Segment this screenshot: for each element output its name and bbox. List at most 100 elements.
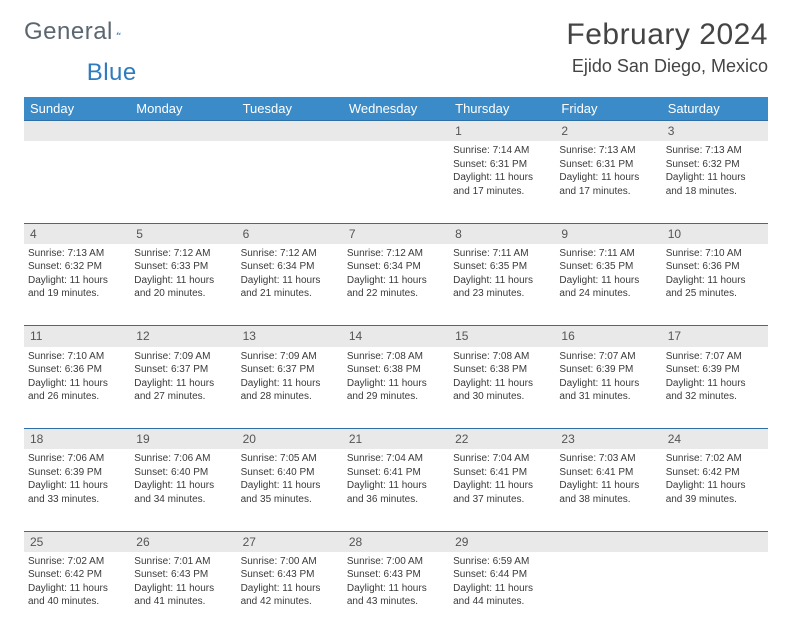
sunset-text: Sunset: 6:35 PM xyxy=(453,260,551,274)
day-header: Saturday xyxy=(662,97,768,121)
sunset-text: Sunset: 6:37 PM xyxy=(134,363,232,377)
daylight-text: Daylight: 11 hours and 39 minutes. xyxy=(666,479,764,506)
brand-sail-icon xyxy=(116,22,121,44)
sunset-text: Sunset: 6:36 PM xyxy=(666,260,764,274)
day-number-cell: 26 xyxy=(130,531,236,552)
day-number-cell: 24 xyxy=(662,429,768,450)
sunrise-text: Sunrise: 7:14 AM xyxy=(453,144,551,158)
day-number-cell: 21 xyxy=(343,429,449,450)
sunset-text: Sunset: 6:33 PM xyxy=(134,260,232,274)
sunset-text: Sunset: 6:34 PM xyxy=(241,260,339,274)
sunset-text: Sunset: 6:35 PM xyxy=(559,260,657,274)
day-info-cell: Sunrise: 7:02 AMSunset: 6:42 PMDaylight:… xyxy=(24,552,130,634)
sunrise-text: Sunrise: 7:00 AM xyxy=(241,555,339,569)
sunset-text: Sunset: 6:42 PM xyxy=(666,466,764,480)
sunrise-text: Sunrise: 7:00 AM xyxy=(347,555,445,569)
sunrise-text: Sunrise: 7:13 AM xyxy=(559,144,657,158)
day-info-cell: Sunrise: 7:13 AMSunset: 6:32 PMDaylight:… xyxy=(24,244,130,326)
day-number-cell xyxy=(130,121,236,142)
sunrise-text: Sunrise: 7:04 AM xyxy=(347,452,445,466)
sunrise-text: Sunrise: 7:10 AM xyxy=(28,350,126,364)
day-info-cell: Sunrise: 7:08 AMSunset: 6:38 PMDaylight:… xyxy=(449,347,555,429)
day-number-cell: 22 xyxy=(449,429,555,450)
day-info-cell: Sunrise: 7:07 AMSunset: 6:39 PMDaylight:… xyxy=(555,347,661,429)
sunrise-text: Sunrise: 7:03 AM xyxy=(559,452,657,466)
day-number-cell: 10 xyxy=(662,223,768,244)
day-number-cell: 1 xyxy=(449,121,555,142)
sunrise-text: Sunrise: 7:13 AM xyxy=(666,144,764,158)
day-header: Friday xyxy=(555,97,661,121)
day-info-cell: Sunrise: 7:12 AMSunset: 6:34 PMDaylight:… xyxy=(237,244,343,326)
day-info-cell: Sunrise: 7:09 AMSunset: 6:37 PMDaylight:… xyxy=(237,347,343,429)
day-number-cell: 7 xyxy=(343,223,449,244)
sunrise-text: Sunrise: 7:06 AM xyxy=(134,452,232,466)
daylight-text: Daylight: 11 hours and 32 minutes. xyxy=(666,377,764,404)
day-info-cell xyxy=(662,552,768,634)
daylight-text: Daylight: 11 hours and 23 minutes. xyxy=(453,274,551,301)
day-number-cell: 15 xyxy=(449,326,555,347)
title-block: February 2024 Ejido San Diego, Mexico xyxy=(566,18,768,77)
day-info-cell xyxy=(343,141,449,223)
sunrise-text: Sunrise: 7:07 AM xyxy=(666,350,764,364)
week-date-row: 18192021222324 xyxy=(24,429,768,450)
location-subtitle: Ejido San Diego, Mexico xyxy=(566,56,768,77)
day-info-cell xyxy=(24,141,130,223)
day-header: Sunday xyxy=(24,97,130,121)
sunset-text: Sunset: 6:39 PM xyxy=(666,363,764,377)
sunset-text: Sunset: 6:34 PM xyxy=(347,260,445,274)
daylight-text: Daylight: 11 hours and 44 minutes. xyxy=(453,582,551,609)
day-number-cell: 5 xyxy=(130,223,236,244)
day-number-cell xyxy=(237,121,343,142)
sunrise-text: Sunrise: 7:11 AM xyxy=(453,247,551,261)
day-info-cell xyxy=(555,552,661,634)
week-info-row: Sunrise: 7:13 AMSunset: 6:32 PMDaylight:… xyxy=(24,244,768,326)
sunset-text: Sunset: 6:40 PM xyxy=(134,466,232,480)
sunrise-text: Sunrise: 7:12 AM xyxy=(347,247,445,261)
daylight-text: Daylight: 11 hours and 18 minutes. xyxy=(666,171,764,198)
daylight-text: Daylight: 11 hours and 35 minutes. xyxy=(241,479,339,506)
day-info-cell xyxy=(237,141,343,223)
daylight-text: Daylight: 11 hours and 43 minutes. xyxy=(347,582,445,609)
sunset-text: Sunset: 6:43 PM xyxy=(134,568,232,582)
daylight-text: Daylight: 11 hours and 28 minutes. xyxy=(241,377,339,404)
daylight-text: Daylight: 11 hours and 33 minutes. xyxy=(28,479,126,506)
day-number-cell: 9 xyxy=(555,223,661,244)
day-info-cell xyxy=(130,141,236,223)
day-number-cell: 28 xyxy=(343,531,449,552)
day-number-cell: 12 xyxy=(130,326,236,347)
day-info-cell: Sunrise: 7:13 AMSunset: 6:32 PMDaylight:… xyxy=(662,141,768,223)
day-info-cell: Sunrise: 7:00 AMSunset: 6:43 PMDaylight:… xyxy=(343,552,449,634)
week-date-row: 11121314151617 xyxy=(24,326,768,347)
daylight-text: Daylight: 11 hours and 19 minutes. xyxy=(28,274,126,301)
sunrise-text: Sunrise: 7:02 AM xyxy=(666,452,764,466)
sunrise-text: Sunrise: 7:09 AM xyxy=(134,350,232,364)
sunrise-text: Sunrise: 6:59 AM xyxy=(453,555,551,569)
sunrise-text: Sunrise: 7:01 AM xyxy=(134,555,232,569)
sunset-text: Sunset: 6:32 PM xyxy=(28,260,126,274)
day-number-cell xyxy=(555,531,661,552)
day-header-row: Sunday Monday Tuesday Wednesday Thursday… xyxy=(24,97,768,121)
day-number-cell: 25 xyxy=(24,531,130,552)
sunset-text: Sunset: 6:31 PM xyxy=(559,158,657,172)
sunset-text: Sunset: 6:38 PM xyxy=(453,363,551,377)
sunrise-text: Sunrise: 7:09 AM xyxy=(241,350,339,364)
sunrise-text: Sunrise: 7:11 AM xyxy=(559,247,657,261)
daylight-text: Daylight: 11 hours and 38 minutes. xyxy=(559,479,657,506)
sunset-text: Sunset: 6:39 PM xyxy=(559,363,657,377)
sunset-text: Sunset: 6:43 PM xyxy=(241,568,339,582)
day-info-cell: Sunrise: 7:06 AMSunset: 6:40 PMDaylight:… xyxy=(130,449,236,531)
day-number-cell: 23 xyxy=(555,429,661,450)
day-number-cell: 29 xyxy=(449,531,555,552)
day-info-cell: Sunrise: 7:13 AMSunset: 6:31 PMDaylight:… xyxy=(555,141,661,223)
day-header: Monday xyxy=(130,97,236,121)
sunrise-text: Sunrise: 7:05 AM xyxy=(241,452,339,466)
sunrise-text: Sunrise: 7:12 AM xyxy=(134,247,232,261)
day-info-cell: Sunrise: 6:59 AMSunset: 6:44 PMDaylight:… xyxy=(449,552,555,634)
day-info-cell: Sunrise: 7:12 AMSunset: 6:33 PMDaylight:… xyxy=(130,244,236,326)
day-info-cell: Sunrise: 7:06 AMSunset: 6:39 PMDaylight:… xyxy=(24,449,130,531)
day-info-cell: Sunrise: 7:07 AMSunset: 6:39 PMDaylight:… xyxy=(662,347,768,429)
day-info-cell: Sunrise: 7:08 AMSunset: 6:38 PMDaylight:… xyxy=(343,347,449,429)
day-info-cell: Sunrise: 7:01 AMSunset: 6:43 PMDaylight:… xyxy=(130,552,236,634)
day-info-cell: Sunrise: 7:10 AMSunset: 6:36 PMDaylight:… xyxy=(24,347,130,429)
day-header: Tuesday xyxy=(237,97,343,121)
